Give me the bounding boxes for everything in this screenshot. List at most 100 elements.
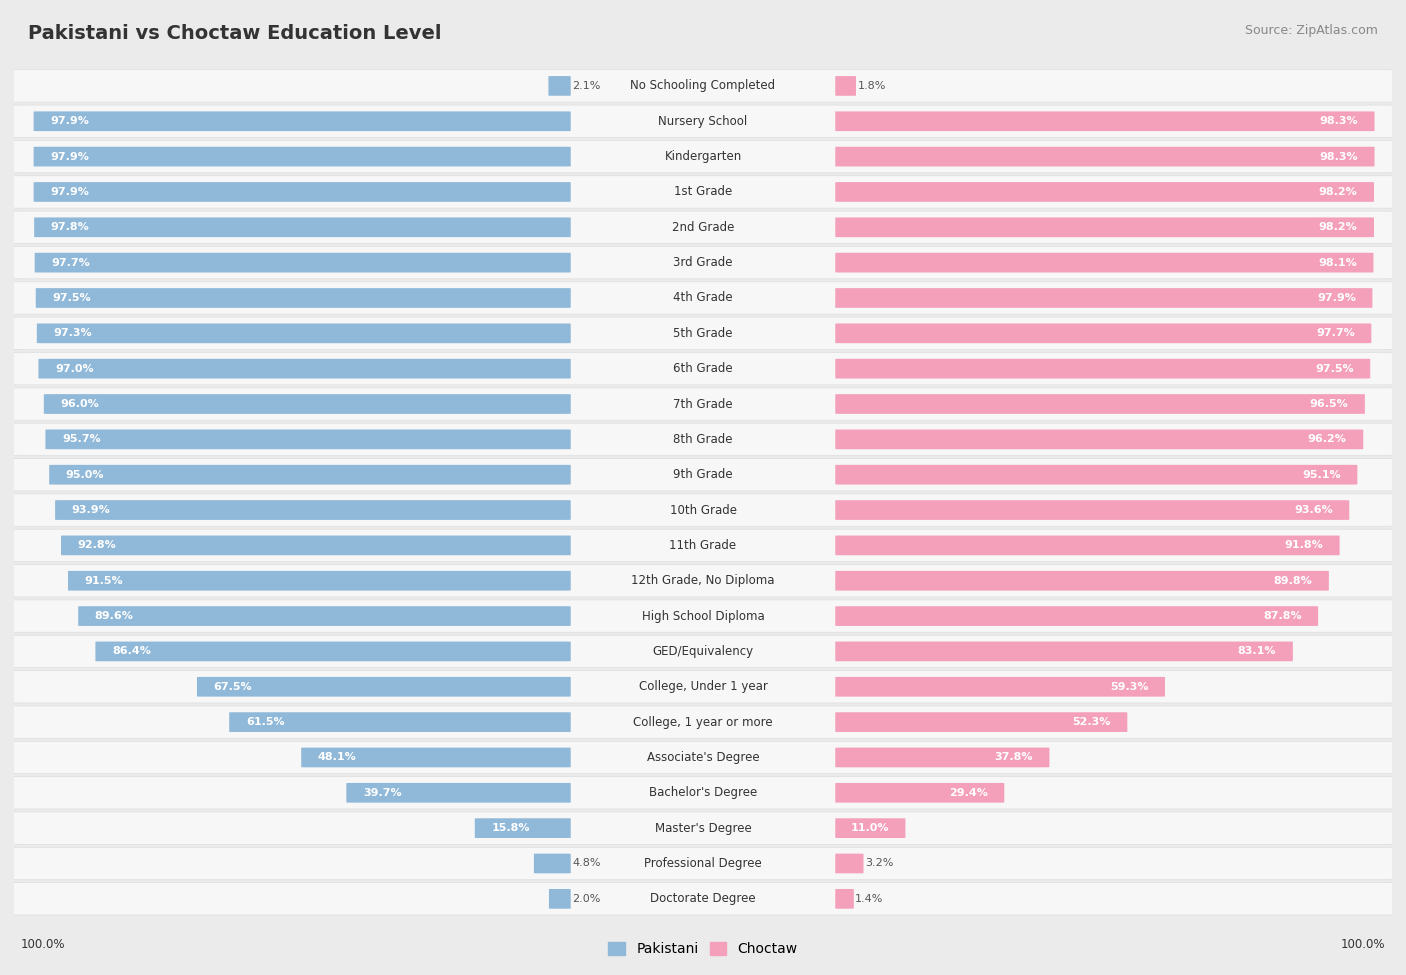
Text: 98.3%: 98.3% [1319,116,1358,127]
Text: 10th Grade: 10th Grade [669,503,737,517]
Text: 29.4%: 29.4% [949,788,988,798]
FancyBboxPatch shape [8,353,1398,385]
FancyBboxPatch shape [8,70,1398,102]
FancyBboxPatch shape [45,430,571,449]
Text: Kindergarten: Kindergarten [665,150,741,163]
Text: 1st Grade: 1st Grade [673,185,733,199]
FancyBboxPatch shape [8,105,1398,137]
FancyBboxPatch shape [8,423,1398,455]
FancyBboxPatch shape [8,529,1398,562]
FancyBboxPatch shape [8,847,1398,879]
FancyBboxPatch shape [35,253,571,272]
Text: 97.7%: 97.7% [51,257,90,268]
FancyBboxPatch shape [835,76,856,96]
Text: 37.8%: 37.8% [994,753,1033,762]
Text: 87.8%: 87.8% [1263,611,1302,621]
Text: 91.5%: 91.5% [84,575,124,586]
FancyBboxPatch shape [475,818,571,838]
Text: Nursery School: Nursery School [658,115,748,128]
Text: 5th Grade: 5th Grade [673,327,733,340]
FancyBboxPatch shape [835,713,1128,732]
FancyBboxPatch shape [79,606,571,626]
FancyBboxPatch shape [835,289,1372,308]
Text: 11.0%: 11.0% [851,823,889,834]
Text: Associate's Degree: Associate's Degree [647,751,759,764]
FancyBboxPatch shape [8,812,1398,844]
Text: No Schooling Completed: No Schooling Completed [630,79,776,93]
Text: 97.9%: 97.9% [51,187,89,197]
FancyBboxPatch shape [534,854,571,874]
FancyBboxPatch shape [835,606,1317,626]
Text: 4.8%: 4.8% [572,858,600,869]
Text: 11th Grade: 11th Grade [669,539,737,552]
Text: GED/Equivalency: GED/Equivalency [652,644,754,658]
FancyBboxPatch shape [8,494,1398,526]
Text: High School Diploma: High School Diploma [641,609,765,623]
Text: 52.3%: 52.3% [1073,717,1111,727]
Text: 48.1%: 48.1% [318,753,357,762]
Text: 2.0%: 2.0% [572,894,600,904]
Text: 8th Grade: 8th Grade [673,433,733,446]
FancyBboxPatch shape [301,748,571,767]
FancyBboxPatch shape [8,777,1398,809]
FancyBboxPatch shape [835,217,1374,237]
Text: 9th Grade: 9th Grade [673,468,733,482]
Text: College, Under 1 year: College, Under 1 year [638,681,768,693]
Text: 97.9%: 97.9% [1317,292,1355,303]
Text: 12th Grade, No Diploma: 12th Grade, No Diploma [631,574,775,587]
FancyBboxPatch shape [835,500,1350,520]
FancyBboxPatch shape [34,147,571,167]
Text: 7th Grade: 7th Grade [673,398,733,410]
Text: 97.0%: 97.0% [55,364,94,373]
FancyBboxPatch shape [229,713,571,732]
FancyBboxPatch shape [835,465,1357,485]
Text: 92.8%: 92.8% [77,540,117,551]
Text: 39.7%: 39.7% [363,788,402,798]
FancyBboxPatch shape [835,642,1294,661]
FancyBboxPatch shape [835,854,863,874]
FancyBboxPatch shape [8,882,1398,915]
FancyBboxPatch shape [37,324,571,343]
Text: 96.2%: 96.2% [1308,434,1347,445]
Text: 95.1%: 95.1% [1302,470,1341,480]
FancyBboxPatch shape [38,359,571,378]
Text: 59.3%: 59.3% [1109,682,1149,692]
Text: 93.9%: 93.9% [72,505,111,515]
Text: 1.4%: 1.4% [855,894,883,904]
Text: 96.5%: 96.5% [1309,399,1348,410]
FancyBboxPatch shape [835,111,1375,131]
Text: 97.3%: 97.3% [53,329,91,338]
Text: 15.8%: 15.8% [491,823,530,834]
FancyBboxPatch shape [55,500,571,520]
FancyBboxPatch shape [835,253,1374,272]
FancyBboxPatch shape [835,571,1329,591]
FancyBboxPatch shape [835,182,1374,202]
Text: 3rd Grade: 3rd Grade [673,256,733,269]
Text: 2nd Grade: 2nd Grade [672,220,734,234]
Text: Pakistani vs Choctaw Education Level: Pakistani vs Choctaw Education Level [28,24,441,43]
FancyBboxPatch shape [8,565,1398,597]
FancyBboxPatch shape [34,182,571,202]
FancyBboxPatch shape [8,140,1398,173]
Text: 97.9%: 97.9% [51,116,89,127]
Text: 4th Grade: 4th Grade [673,292,733,304]
FancyBboxPatch shape [8,317,1398,349]
Text: Professional Degree: Professional Degree [644,857,762,870]
FancyBboxPatch shape [835,889,853,909]
Text: Master's Degree: Master's Degree [655,822,751,835]
FancyBboxPatch shape [835,748,1049,767]
Text: 100.0%: 100.0% [1340,938,1385,951]
FancyBboxPatch shape [49,465,571,485]
Text: 97.5%: 97.5% [52,292,91,303]
FancyBboxPatch shape [8,212,1398,244]
Text: 97.9%: 97.9% [51,151,89,162]
FancyBboxPatch shape [8,388,1398,420]
FancyBboxPatch shape [8,741,1398,773]
FancyBboxPatch shape [835,147,1375,167]
FancyBboxPatch shape [835,535,1340,555]
Text: 89.8%: 89.8% [1274,575,1312,586]
FancyBboxPatch shape [835,359,1371,378]
FancyBboxPatch shape [548,889,571,909]
Text: 96.0%: 96.0% [60,399,98,410]
Text: 67.5%: 67.5% [214,682,252,692]
